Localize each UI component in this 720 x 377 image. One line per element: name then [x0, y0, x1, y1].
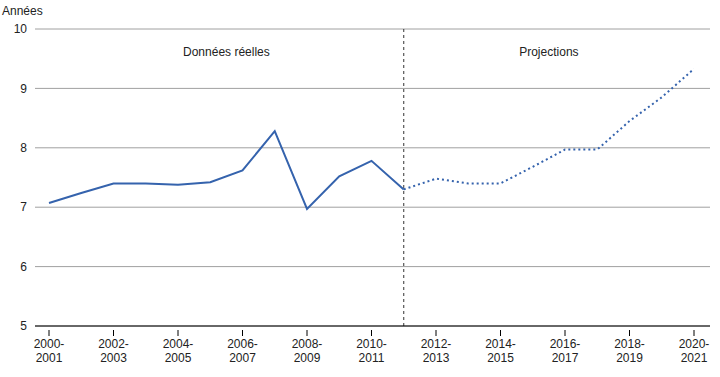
svg-text:7: 7 [20, 200, 27, 214]
svg-text:2017: 2017 [552, 351, 579, 365]
svg-text:6: 6 [20, 260, 27, 274]
svg-text:2007: 2007 [229, 351, 256, 365]
svg-text:Projections: Projections [519, 45, 578, 59]
svg-text:2019: 2019 [616, 351, 643, 365]
svg-text:2005: 2005 [165, 351, 192, 365]
svg-text:2002-: 2002- [98, 337, 129, 351]
svg-text:2015: 2015 [487, 351, 514, 365]
svg-text:8: 8 [20, 141, 27, 155]
svg-text:Données réelles: Données réelles [183, 45, 270, 59]
svg-text:2009: 2009 [294, 351, 321, 365]
svg-text:2012-: 2012- [421, 337, 452, 351]
svg-text:2018-: 2018- [614, 337, 645, 351]
svg-text:5: 5 [20, 319, 27, 333]
svg-text:9: 9 [20, 82, 27, 96]
svg-text:2011: 2011 [359, 351, 385, 365]
svg-text:2016-: 2016- [550, 337, 581, 351]
svg-text:2004-: 2004- [163, 337, 194, 351]
svg-text:2010-: 2010- [356, 337, 387, 351]
svg-text:2020-: 2020- [679, 337, 710, 351]
svg-text:10: 10 [14, 22, 28, 36]
svg-text:2001: 2001 [36, 351, 63, 365]
svg-text:2013: 2013 [423, 351, 450, 365]
svg-text:2014-: 2014- [485, 337, 516, 351]
svg-text:2006-: 2006- [227, 337, 258, 351]
svg-text:2000-: 2000- [34, 337, 65, 351]
svg-text:2003: 2003 [100, 351, 127, 365]
svg-text:2021: 2021 [681, 351, 708, 365]
svg-text:2008-: 2008- [292, 337, 323, 351]
html-text:Années: Années [2, 4, 43, 18]
